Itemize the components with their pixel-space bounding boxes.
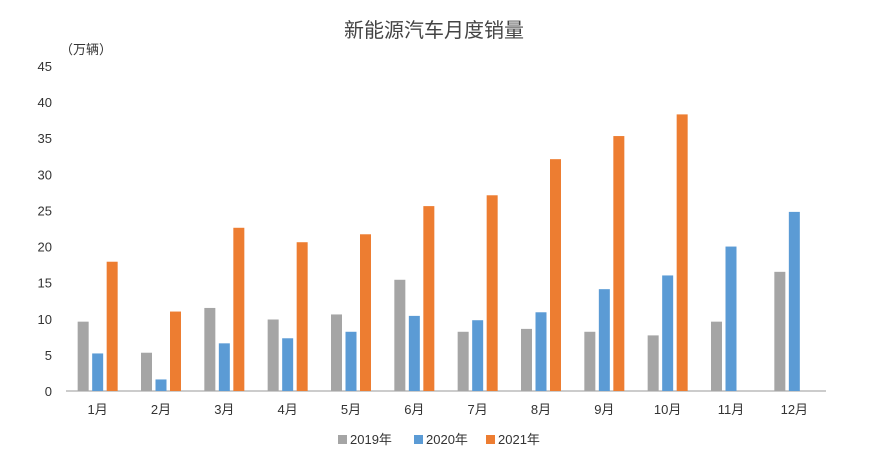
x-tick-label: 5月 [341,402,361,417]
x-axis-ticks: 1月 2月 3月 4月 5月 6月 7月 8月 9月 10月 11月 12月 [88,402,809,417]
bar-2019年-7月 [457,331,469,391]
x-tick-label: 3月 [214,402,234,417]
bar-2021年-5月 [360,234,371,391]
x-tick-label: 4月 [278,402,298,417]
bar-2020年-10月 [662,275,674,391]
bar-2021年-6月 [423,206,435,391]
y-tick-label: 20 [38,240,52,255]
bar-2020年-3月 [218,343,230,391]
bar-2021年-8月 [550,159,561,391]
bar-2019年-10月 [647,335,659,391]
legend-swatch [486,435,495,444]
bar-2020年-2月 [155,379,167,391]
bar-2019年-11月 [711,321,722,391]
bar-2021年-4月 [296,242,308,391]
bar-2019年-8月 [521,328,532,391]
bars [77,114,800,391]
y-tick-label: 30 [38,167,52,182]
y-tick-label: 5 [45,348,52,363]
bar-2021年-7月 [486,195,498,391]
bar-2019年-2月 [141,352,152,391]
y-tick-label: 15 [38,276,52,291]
legend-swatch [338,435,347,444]
chart-title: 新能源汽车月度销量 [344,18,524,42]
x-tick-label: 6月 [404,402,424,417]
bar-2020年-1月 [92,353,104,391]
bar-2020年-12月 [788,211,800,391]
bar-2021年-9月 [613,136,625,391]
y-tick-label: 35 [38,131,52,146]
x-tick-label: 11月 [718,402,745,417]
bar-2021年-1月 [106,261,118,391]
legend-label: 2019年 [350,432,392,447]
legend-swatch [414,435,423,444]
bar-2020年-8月 [535,312,547,391]
x-tick-label: 1月 [88,402,108,417]
x-tick-label: 10月 [654,402,681,417]
x-tick-label: 7月 [468,402,488,417]
y-axis-ticks: 0 5 10 15 20 25 30 35 40 45 [38,59,52,399]
bar-2021年-3月 [233,227,245,391]
legend-label: 2020年 [426,432,468,447]
y-tick-label: 0 [45,384,52,399]
y-tick-label: 45 [38,59,52,74]
legend-label: 2021年 [498,432,540,447]
legend: 2019年 2020年 2021年 [338,432,540,447]
bar-2020年-7月 [472,320,484,391]
x-tick-label: 2月 [151,402,171,417]
bar-2020年-5月 [345,331,357,391]
bar-2020年-4月 [282,338,294,391]
x-tick-label: 12月 [781,402,808,417]
y-tick-label: 10 [38,312,52,327]
y-axis-unit: （万辆） [60,43,112,58]
bar-2019年-6月 [394,279,406,391]
bar-2020年-9月 [598,289,610,391]
bar-2019年-5月 [331,314,342,391]
y-tick-label: 25 [38,203,52,218]
y-tick-label: 40 [38,95,52,110]
x-tick-label: 9月 [594,402,614,417]
bar-2020年-11月 [725,246,737,391]
bar-2019年-1月 [77,321,89,391]
bar-2021年-10月 [676,114,688,391]
bar-2019年-12月 [774,271,786,391]
x-tick-label: 8月 [531,402,551,417]
bar-2019年-3月 [204,307,216,391]
bar-2021年-2月 [170,311,181,391]
bar-2019年-4月 [267,319,279,391]
bar-2019年-9月 [584,331,596,391]
bar-2020年-6月 [408,315,420,391]
